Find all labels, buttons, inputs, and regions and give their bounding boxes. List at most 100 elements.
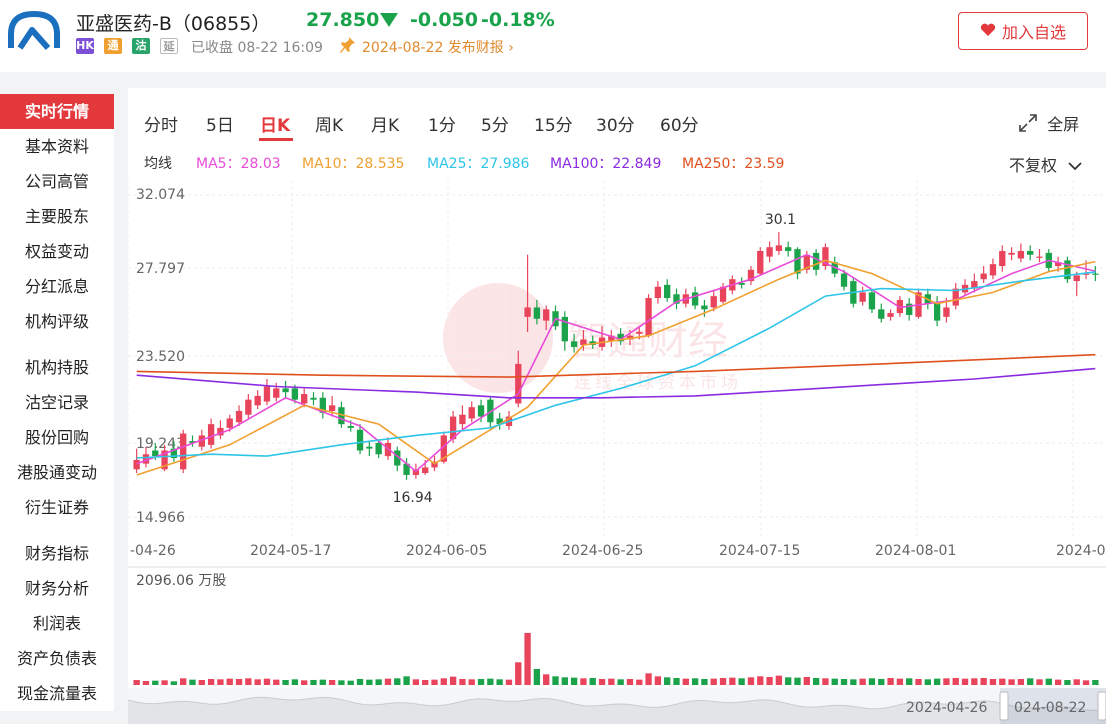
tab-15min[interactable]: 15分 [534,116,573,136]
sidebar-item-cash-flow[interactable]: 现金流量表 [16,684,97,703]
candle-body [1017,250,1025,259]
sidebar-item-shareholders[interactable]: 主要股东 [24,207,89,226]
tab-5min[interactable]: 5分 [481,116,509,136]
volume-bar [673,677,680,685]
tab-intraday[interactable]: 分时 [144,116,178,136]
candle-body [422,467,429,474]
tab-60min[interactable]: 60分 [660,116,699,136]
tab-5day[interactable]: 5日 [206,116,234,136]
watermark-subtext: 连线全球资本市场 [574,373,742,393]
candle-body [757,250,764,274]
candle-body [524,307,531,317]
ma5-value: MA5：28.03 [196,156,281,172]
candle-body [310,397,317,400]
candle-body [198,435,205,447]
volume-bar [180,678,187,685]
candle-body [943,307,950,317]
candle-body [356,429,364,451]
candle-body [570,341,578,347]
sidebar-item-executives[interactable]: 公司高管 [24,172,89,191]
volume-bar [543,674,550,685]
chart-grid [128,180,1106,568]
volume-bar [301,680,308,685]
badge-connect: 通 [104,38,122,54]
sidebar-item-profile[interactable]: 基本资料 [24,137,89,156]
volume-bar [906,678,913,685]
volume-bar [338,680,345,685]
sidebar-item-short-selling[interactable]: 沽空记录 [24,393,89,412]
navigator-handle-left [999,691,1009,721]
volume-bar [896,678,904,685]
tab-1min[interactable]: 1分 [428,116,456,136]
candle-body [496,418,503,425]
sidebar-item-balance-sheet[interactable]: 资产负债表 [16,649,97,668]
volume-bar [319,679,326,685]
tab-monthly-k[interactable]: 月K [371,116,400,136]
adjust-dropdown[interactable]: 不复权 [1009,152,1082,176]
sidebar-item-income[interactable]: 利润表 [32,614,81,633]
sidebar-item-realtime[interactable]: 实时行情 [0,94,114,129]
candle-body [691,292,699,306]
candle-body [785,247,792,251]
volume-bar [515,662,522,685]
tab-daily-k[interactable]: 日K [260,116,291,136]
sidebar-item-fin-indicators[interactable]: 财务指标 [24,544,89,563]
candle-body [878,309,885,319]
volume-bar [729,677,736,685]
earnings-report-link[interactable]: 2024-08-22 发布财报 › [362,40,514,56]
candle-body [859,292,866,302]
navigator-area [128,697,1106,724]
candle-body [207,424,215,445]
candle-body [980,273,987,280]
volume-bar [207,678,215,685]
volume-bar [636,679,643,685]
sidebar-item-institutional[interactable]: 机构持股 [24,358,89,377]
sidebar-item-ratings[interactable]: 机构评级 [24,312,89,331]
ma-line-ma100 [136,367,1096,399]
volume-bar [868,678,876,685]
volume-bar [980,677,987,685]
candle-body [449,416,457,440]
sidebar-item-derivatives[interactable]: 衍生证券 [24,498,89,517]
sidebar-item-buyback[interactable]: 股份回购 [24,428,89,447]
sidebar-divider [0,339,114,350]
volume-bar [552,676,559,685]
candle-body [1082,273,1090,275]
kline-chart[interactable]: 智通财经 连线全球资本市场 32.074 27.797 23.520 19.24… [128,88,1106,724]
volume-bar [384,678,392,685]
candle-body [710,296,717,308]
candle-body [254,395,261,406]
x-tick-label: 2024-07-15 [719,543,800,559]
volume-bar [580,678,587,685]
company-logo [8,10,60,50]
volume-bar [561,677,568,685]
chevron-down-icon [1062,156,1082,175]
ma100-value: MA100：22.849 [550,156,662,172]
volume-bar [328,679,336,685]
volume-bar [952,677,959,685]
add-favorite-button[interactable]: 加入自选 [958,12,1088,50]
candle-body [533,307,541,319]
range-navigator[interactable] [128,688,1106,724]
candle-body [170,448,178,459]
candle-body [719,286,727,302]
navigator-handle-right [1097,691,1106,721]
volume-bar [459,678,466,685]
candle-body [263,386,271,402]
candle-body [840,273,848,287]
sidebar-item-connect-change[interactable]: 港股通变动 [16,463,97,482]
candle-body [664,284,671,299]
last-price: 27.850 [306,9,380,31]
sidebar-item-equity-change[interactable]: 权益变动 [24,242,89,261]
volume-bar [263,678,271,685]
fullscreen-button[interactable]: 全屏 [1018,111,1079,135]
tab-weekly-k[interactable]: 周K [315,116,344,136]
candle-body [580,339,587,346]
volume-bar [859,678,866,685]
volume-bar [310,679,317,685]
tab-30min[interactable]: 30分 [596,116,635,136]
sidebar-item-dividends[interactable]: 分红派息 [24,277,89,296]
ma-line-ma25 [136,271,1096,459]
sidebar-item-fin-analysis[interactable]: 财务分析 [24,579,89,598]
volume-bar [915,678,922,685]
